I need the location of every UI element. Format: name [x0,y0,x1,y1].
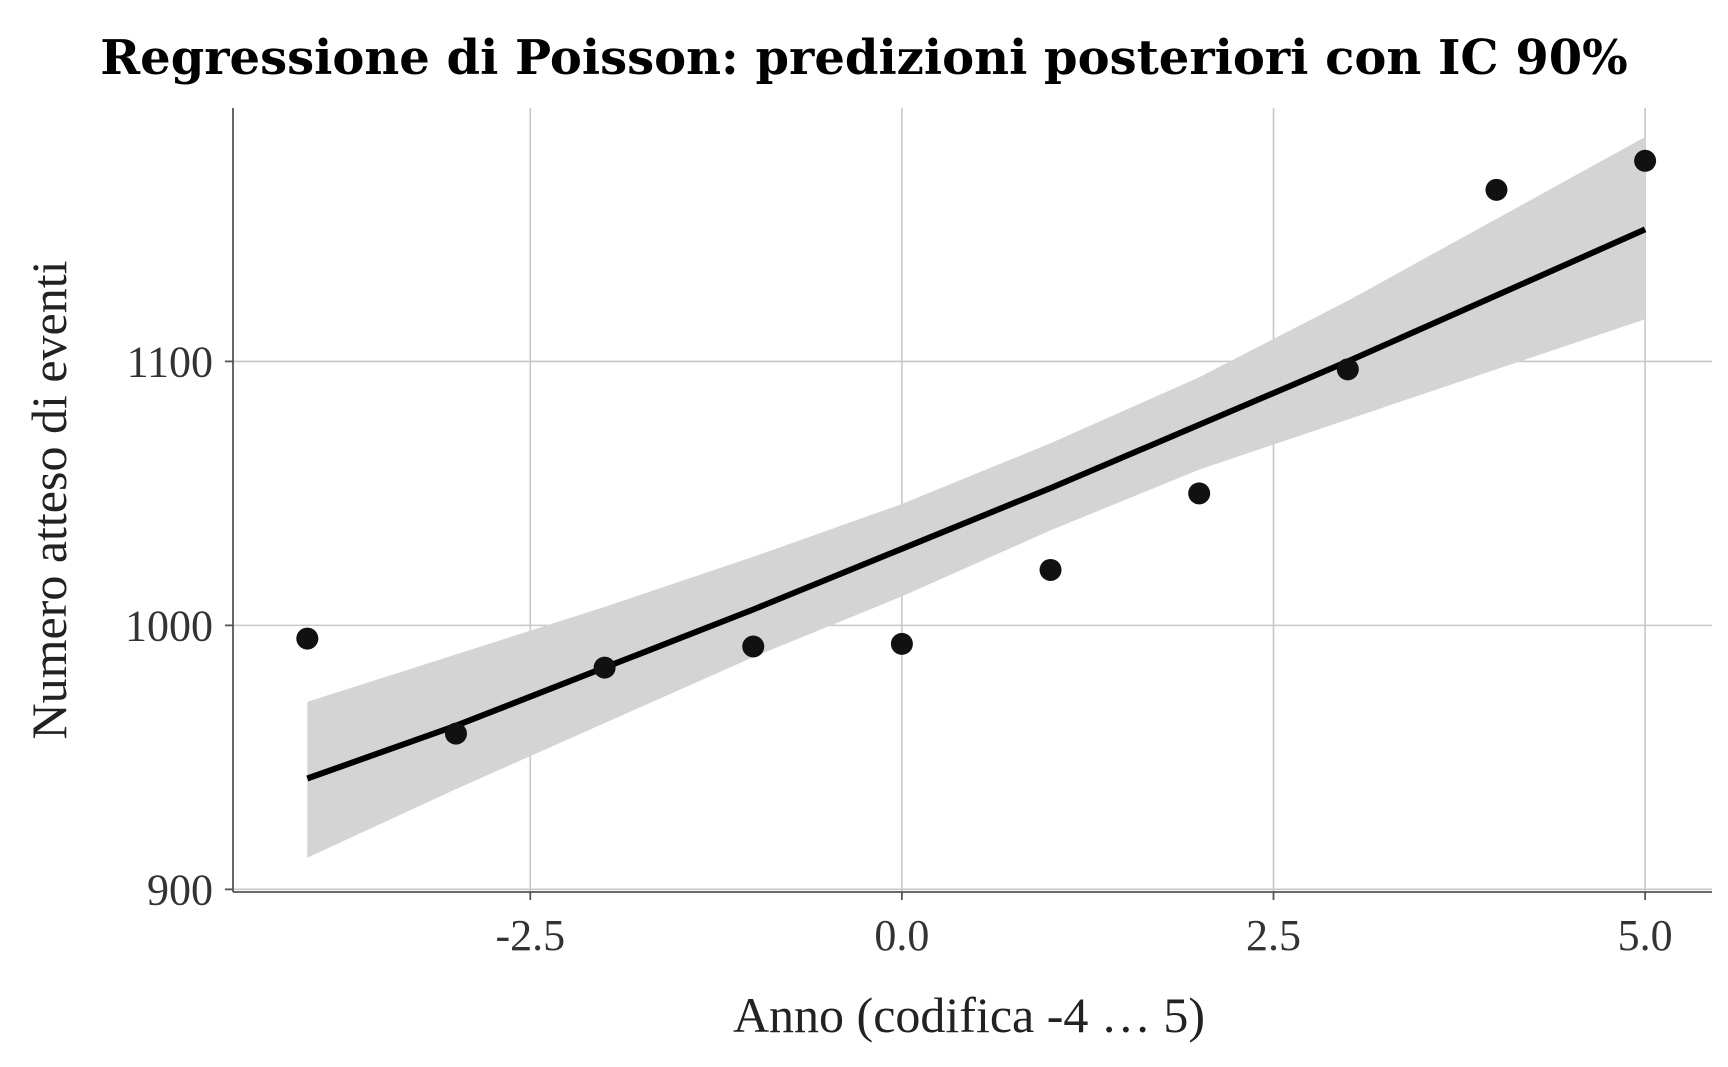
data-point-9 [1634,150,1656,172]
y-tick-label-0: 900 [147,865,213,914]
chart-title: Regressione di Poisson: predizioni poste… [100,30,1627,86]
x-axis-label: Anno (codifica -4 … 5) [733,987,1205,1043]
data-point-0 [296,628,318,650]
data-point-1 [445,723,467,745]
x-tick-label-2: 2.5 [1246,911,1301,960]
data-point-8 [1485,179,1507,201]
data-point-2 [594,657,616,679]
data-point-3 [742,636,764,658]
x-axis-ticks: -2.5 0.0 2.5 5.0 [495,892,1672,960]
y-tick-label-1: 1000 [125,601,213,650]
x-tick-label-3: 5.0 [1618,911,1673,960]
credible-interval-band [307,137,1645,858]
y-axis-label: Numero atteso di eventi [21,260,77,739]
x-tick-label-1: 0.0 [874,911,929,960]
data-point-6 [1188,482,1210,504]
y-tick-label-2: 1100 [127,337,213,386]
data-point-7 [1337,358,1359,380]
data-point-4 [891,633,913,655]
x-tick-label-0: -2.5 [495,911,565,960]
data-point-5 [1040,559,1062,581]
y-axis-ticks: 900 1000 1100 [125,337,233,914]
